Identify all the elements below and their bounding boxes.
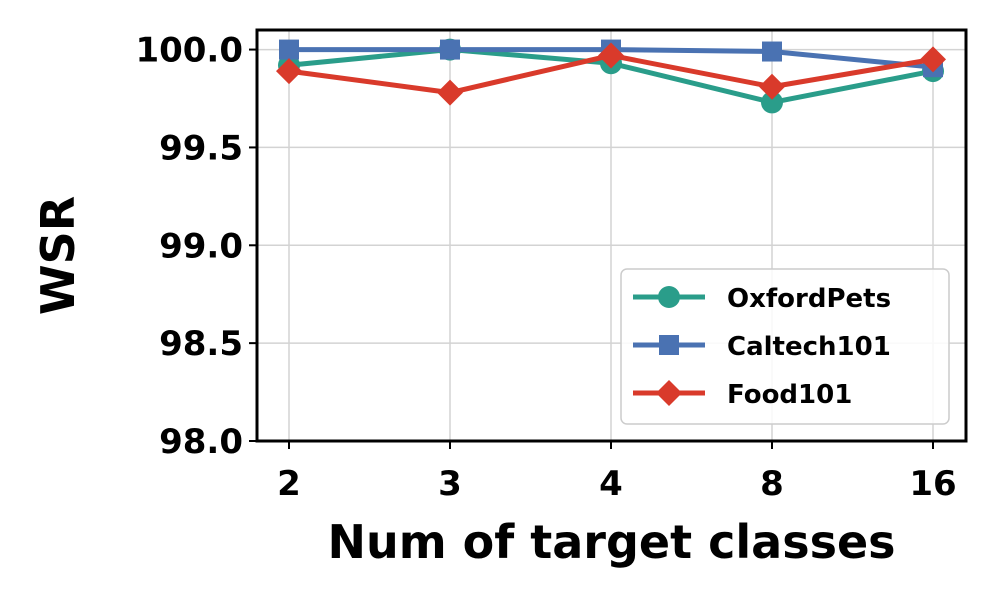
x-tick-label: 8 <box>760 464 784 504</box>
legend: OxfordPets Caltech101 Food101 <box>620 268 950 425</box>
x-tick-label: 4 <box>599 464 623 504</box>
data-point <box>759 73 785 100</box>
data-point <box>440 39 460 60</box>
legend-label: Caltech101 <box>727 332 891 362</box>
data-point <box>761 91 783 114</box>
data-point <box>762 41 782 62</box>
series-food101 <box>276 42 946 106</box>
x-tick-label: 2 <box>277 464 301 504</box>
legend-label: OxfordPets <box>727 284 891 314</box>
legend-marker <box>658 286 680 308</box>
axis-ticks: 2 3 4 8 16 98.0 98.5 99.0 99.5 100.0 <box>135 31 956 504</box>
y-tick-label: 99.5 <box>159 128 243 168</box>
series-group <box>276 38 946 114</box>
y-axis-title: WSR <box>31 196 85 315</box>
legend-box <box>620 268 950 425</box>
legend-item-caltech101: Caltech101 <box>633 332 891 362</box>
legend-label: Food101 <box>727 380 852 410</box>
legend-item-oxfordpets: OxfordPets <box>633 284 891 314</box>
data-point <box>920 46 946 73</box>
y-tick-label: 98.0 <box>159 422 243 462</box>
data-point <box>279 39 299 60</box>
x-tick-label: 16 <box>909 464 956 504</box>
y-tick-label: 99.0 <box>159 226 243 266</box>
x-tick-label: 3 <box>438 464 462 504</box>
data-point <box>598 42 624 69</box>
legend-marker <box>659 335 679 355</box>
x-axis-title: Num of target classes <box>327 515 895 569</box>
data-point <box>437 79 463 106</box>
legend-marker <box>656 380 682 406</box>
legend-item-food101: Food101 <box>633 380 852 410</box>
data-point <box>276 58 302 85</box>
y-tick-label: 100.0 <box>135 31 243 71</box>
y-tick-label: 98.5 <box>159 324 243 364</box>
